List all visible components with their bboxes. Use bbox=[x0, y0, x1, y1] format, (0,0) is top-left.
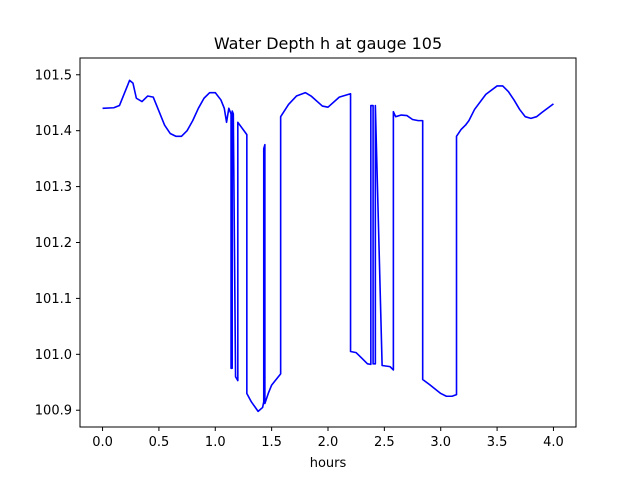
x-tick-label: 3.0 bbox=[430, 435, 451, 450]
plot-frame bbox=[79, 57, 577, 428]
x-tick-label: 0.0 bbox=[92, 435, 113, 450]
x-tick-label: 1.0 bbox=[205, 435, 226, 450]
series-line-0 bbox=[102, 79, 554, 413]
x-tick-label: 3.5 bbox=[487, 435, 508, 450]
y-tick-label: 101.2 bbox=[35, 236, 72, 251]
y-tick-label: 101.0 bbox=[35, 348, 72, 363]
chart-title: Water Depth h at gauge 105 bbox=[214, 34, 442, 53]
x-tick-label: 2.5 bbox=[374, 435, 395, 450]
x-tick-label: 0.5 bbox=[149, 435, 170, 450]
x-axis-label: hours bbox=[310, 456, 347, 471]
y-tick-label: 101.4 bbox=[35, 124, 72, 139]
x-tick-label: 4.0 bbox=[543, 435, 564, 450]
x-tick-label: 2.0 bbox=[318, 435, 339, 450]
y-tick-label: 101.5 bbox=[35, 68, 72, 83]
y-tick-label: 101.1 bbox=[35, 292, 72, 307]
plot-area: 0.0 0.5 1.0 1.5 2.0 2.5 3.0 3.5 4.0 100.9 101.0 101… bbox=[35, 57, 577, 450]
y-tick-label: 100.9 bbox=[35, 404, 72, 419]
y-tick-label: 101.3 bbox=[35, 180, 72, 195]
x-tick-label: 1.5 bbox=[261, 435, 282, 450]
